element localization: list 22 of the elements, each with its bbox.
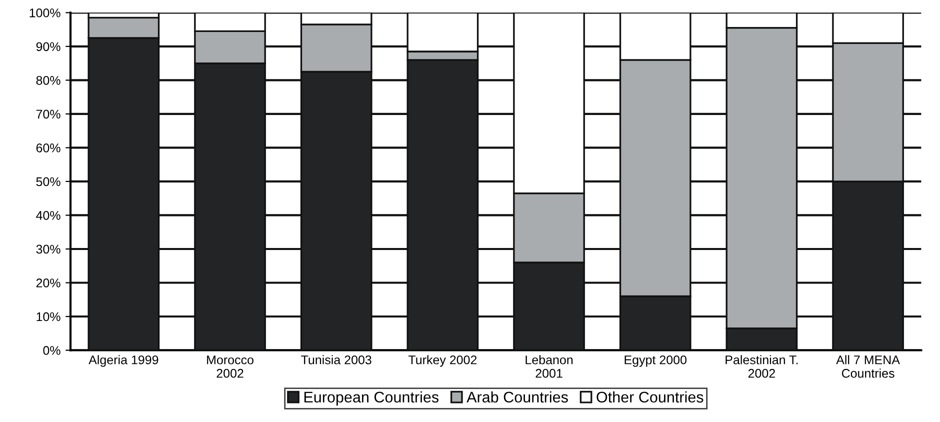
x-tick-label: Palestinian T. 2002 xyxy=(726,355,798,378)
y-tick-label: 20% xyxy=(36,278,60,288)
y-tick-label: 60% xyxy=(36,144,60,152)
y-tick-label: 10% xyxy=(36,312,60,322)
y-tick-label: 80% xyxy=(36,76,60,85)
legend-label: European Countries xyxy=(304,391,439,406)
y-tick-label: 70% xyxy=(36,110,60,119)
y-tick-label: 50% xyxy=(36,177,60,186)
y-tick-label: 0% xyxy=(43,346,60,355)
y-tick-label: 30% xyxy=(36,244,60,254)
x-tick-label: All 7 MENA Countries xyxy=(836,355,900,378)
x-tick-label: Tunisia 2003 xyxy=(301,355,372,364)
x-tick-label: Lebanon 2001 xyxy=(526,355,573,378)
x-tick-label: Egypt 2000 xyxy=(624,355,686,367)
x-tick-label: Morocco 2002 xyxy=(207,356,254,378)
legend-label: Arab Countries xyxy=(466,391,568,403)
legend-label: Other Countries xyxy=(596,391,704,403)
y-tick-label: 40% xyxy=(36,211,60,220)
y-tick-label: 90% xyxy=(36,42,60,52)
x-tick-label: Algeria 1999 xyxy=(88,355,158,367)
x-tick-label: Turkey 2002 xyxy=(408,355,477,367)
y-tick-label: 100% xyxy=(30,8,60,18)
